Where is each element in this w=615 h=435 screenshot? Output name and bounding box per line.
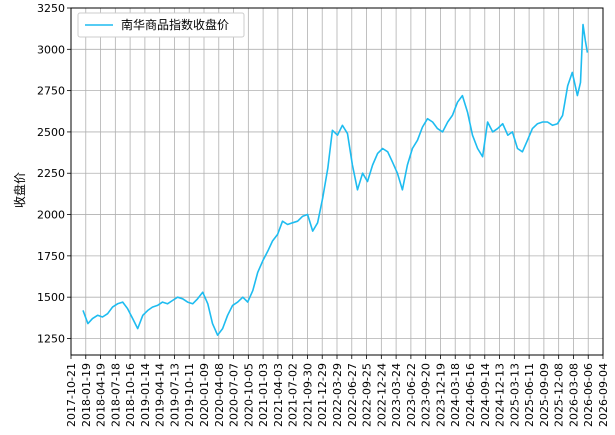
y-tick-label: 1750 xyxy=(37,250,65,263)
legend-box xyxy=(77,12,245,38)
x-tick-label: 2024-03-18 xyxy=(449,363,462,427)
x-tick-label: 2021-09-30 xyxy=(301,363,314,427)
x-tick-label: 2020-07-07 xyxy=(228,363,241,427)
x-tick-label: 2019-01-14 xyxy=(139,363,152,427)
x-tick-label: 2019-10-11 xyxy=(183,363,196,427)
x-tick-label: 2025-03-13 xyxy=(508,363,521,427)
series-line xyxy=(82,23,589,337)
y-tick-label: 1250 xyxy=(37,332,65,345)
axes xyxy=(67,7,604,359)
series-layer xyxy=(82,23,589,337)
x-tick-label: 2021-12-29 xyxy=(316,363,329,427)
y-tick-labels: 1250 1500 1750 2000 2250 2500 2750 3000 3250 xyxy=(37,2,65,345)
y-tick-label: 2000 xyxy=(37,209,65,222)
x-tick-label: 2025-09-09 xyxy=(538,363,551,427)
x-tick-label: 2023-03-24 xyxy=(390,363,403,427)
x-tick-label: 2020-10-05 xyxy=(242,363,255,427)
x-tick-label: 2021-07-02 xyxy=(287,363,300,427)
y-tick-label: 1500 xyxy=(37,291,65,304)
x-tick-label: 2021-01-03 xyxy=(257,363,270,427)
x-tick-label: 2026-03-08 xyxy=(567,363,580,427)
y-tick-label: 3250 xyxy=(37,2,65,15)
x-tick-label: 2022-03-29 xyxy=(331,363,344,427)
y-tick-label: 2750 xyxy=(37,85,65,98)
x-tick-label: 2023-06-22 xyxy=(405,363,418,427)
x-tick-label: 2020-04-08 xyxy=(213,363,226,427)
y-tick-label: 3000 xyxy=(37,43,65,56)
y-axis-label: 收盘价 xyxy=(12,172,27,208)
x-tick-label: 2019-04-14 xyxy=(154,363,167,427)
x-tick-label: 2022-09-25 xyxy=(361,363,374,427)
x-tick-label: 2018-07-18 xyxy=(109,363,122,427)
x-tick-label: 2022-12-24 xyxy=(375,363,388,427)
x-tick-label: 2022-06-27 xyxy=(346,363,359,427)
x-tick-label: 2018-01-19 xyxy=(80,363,93,427)
grid xyxy=(70,7,604,355)
x-tick-label: 2017-10-21 xyxy=(65,363,78,427)
y-tick-label: 2250 xyxy=(37,167,65,180)
x-tick-label: 2019-07-13 xyxy=(168,363,181,427)
x-tick-label: 2018-10-16 xyxy=(124,363,137,427)
x-tick-label: 2026-09-04 xyxy=(597,363,610,427)
x-tick-label: 2026-06-06 xyxy=(582,363,595,427)
x-tick-label: 2025-06-11 xyxy=(523,363,536,427)
plot-frame xyxy=(70,7,604,356)
x-tick-label: 2023-09-20 xyxy=(420,363,433,427)
x-tick-label: 2024-09-14 xyxy=(479,363,492,427)
x-tick-label: 2024-12-13 xyxy=(494,363,507,427)
x-tick-label: 2018-04-19 xyxy=(95,363,108,427)
x-tick-label: 2025-12-08 xyxy=(553,363,566,427)
x-tick-labels: 2017-10-21 2018-01-19 2018-04-19 2018-07-18… xyxy=(65,363,610,427)
legend-label: 南华商品指数收盘价 xyxy=(121,17,229,32)
y-tick-label: 2500 xyxy=(37,126,65,139)
x-tick-label: 2023-12-19 xyxy=(434,363,447,427)
x-tick-label: 2024-06-16 xyxy=(464,363,477,427)
x-tick-label: 2020-01-09 xyxy=(198,363,211,427)
legend: 南华商品指数收盘价 xyxy=(77,12,245,38)
x-tick-label: 2021-04-03 xyxy=(272,363,285,427)
